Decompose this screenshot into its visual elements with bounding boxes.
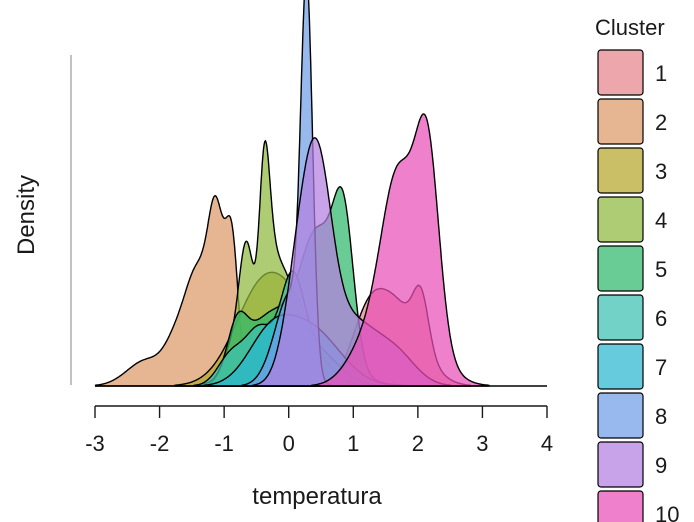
legend-swatch-4 xyxy=(597,196,644,243)
x-tick-label: 1 xyxy=(347,431,359,456)
legend-label: 5 xyxy=(655,257,667,282)
legend-swatch-3 xyxy=(597,147,644,194)
x-tick-label: 4 xyxy=(541,431,553,456)
legend-label: 8 xyxy=(655,404,667,429)
legend-label: 9 xyxy=(655,453,667,478)
x-axis-label: temperatura xyxy=(252,483,382,510)
legend-label: 6 xyxy=(655,306,667,331)
y-axis-label: Density xyxy=(13,175,40,255)
x-tick-label: 2 xyxy=(412,431,424,456)
density-area-cluster-2 xyxy=(94,194,254,387)
legend: Cluster 1 2 3 4 5 6 7 8 9 10 xyxy=(595,15,679,522)
legend-swatch-8 xyxy=(597,392,644,439)
x-axis: -3 -2 -1 0 1 2 3 4 xyxy=(85,405,553,456)
legend-title: Cluster xyxy=(595,15,665,40)
density-area-cluster-10 xyxy=(311,113,490,387)
legend-label: 10 xyxy=(655,502,679,522)
x-tick-label: -2 xyxy=(150,431,170,456)
legend-swatch-9 xyxy=(597,441,644,488)
legend-swatch-5 xyxy=(597,245,644,292)
legend-swatch-2 xyxy=(597,98,644,145)
legend-label: 2 xyxy=(655,110,667,135)
legend-swatch-10 xyxy=(597,490,644,522)
density-areas xyxy=(94,0,547,387)
legend-swatch-7 xyxy=(597,343,644,390)
x-tick-label: 0 xyxy=(283,431,295,456)
x-tick-label: -1 xyxy=(214,431,234,456)
x-tick-label: 3 xyxy=(476,431,488,456)
legend-label: 3 xyxy=(655,159,667,184)
legend-label: 1 xyxy=(655,61,667,86)
legend-swatch-6 xyxy=(597,294,644,341)
x-tick-label: -3 xyxy=(85,431,105,456)
legend-label: 4 xyxy=(655,208,667,233)
legend-swatch-1 xyxy=(597,49,644,96)
legend-label: 7 xyxy=(655,355,667,380)
